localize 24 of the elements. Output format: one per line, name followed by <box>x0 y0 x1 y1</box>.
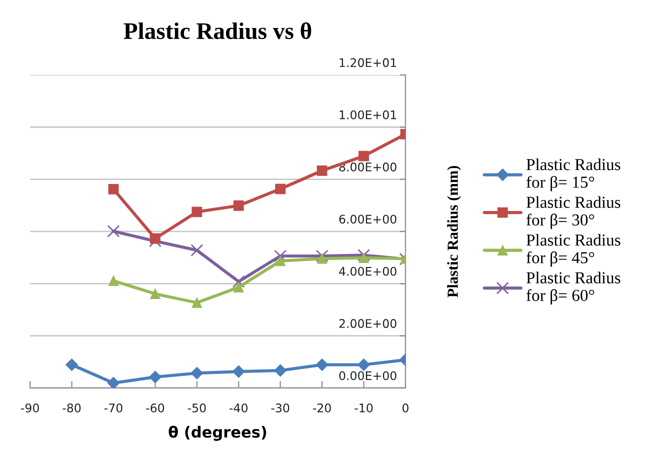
x-tick-label: -30 <box>271 403 290 412</box>
legend-label: Plastic Radius for β= 15° <box>526 158 620 192</box>
legend-label: Plastic Radius for β= 45° <box>526 234 620 267</box>
x-tick-label: -20 <box>312 403 331 412</box>
x-axis-title: θ (degrees) <box>168 426 266 441</box>
y-tick-label: 1.00E+01 <box>340 110 396 120</box>
y-axis-title: Plastic Radius (mm) <box>447 166 461 298</box>
y-tick-label: 2.00E+00 <box>339 319 396 328</box>
x-tick-label: -80 <box>62 403 81 412</box>
chart-title: Plastic Radius vs θ <box>124 22 312 40</box>
y-tick-label: 0.00E+00 <box>339 371 396 380</box>
y-tick-label: 6.00E+00 <box>339 214 396 224</box>
x-tick-label: -70 <box>104 403 122 412</box>
y-tick-label: 4.00E+00 <box>339 266 396 276</box>
legend-label: Plastic Radius for β= 30° <box>526 196 620 229</box>
x-tick-label: -10 <box>354 403 373 412</box>
y-tick-label: 8.00E+00 <box>339 162 396 172</box>
legend-label: Plastic Radius for β= 60° <box>526 272 620 304</box>
x-tick-label: -50 <box>188 403 206 412</box>
x-tick-label: -60 <box>146 403 164 412</box>
x-tick-label: -90 <box>20 403 39 412</box>
x-tick-label: -40 <box>230 403 248 412</box>
y-tick-label: 1.20E+01 <box>340 58 396 68</box>
x-tick-label: 0 <box>402 403 408 412</box>
